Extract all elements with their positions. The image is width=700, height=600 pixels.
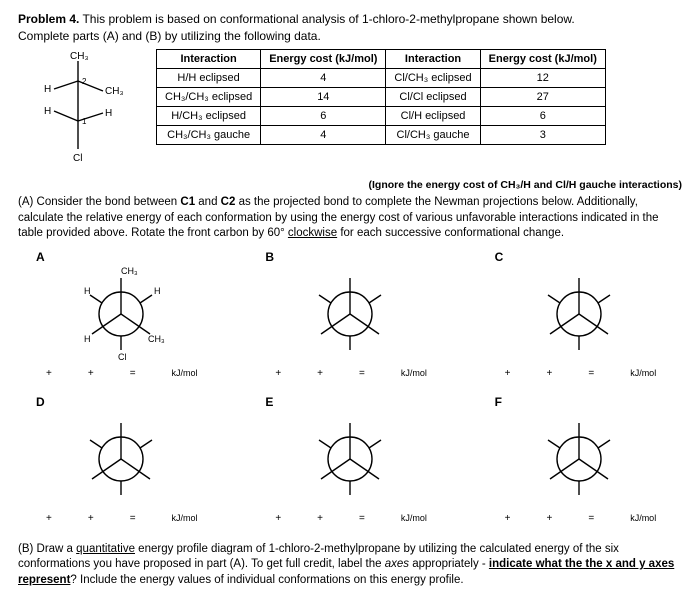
th-energy-2: Energy cost (kJ/mol) (480, 50, 605, 69)
conformation-cell: D + + = kJ/mol (18, 395, 223, 536)
plus-sign: + (547, 513, 553, 524)
table-cell: 12 (480, 69, 605, 88)
mol-ch3-top: CH₃ (70, 51, 89, 62)
svg-text:CH₃: CH₃ (121, 266, 138, 276)
svg-text:CH₃: CH₃ (148, 334, 165, 344)
table-cell: CH₃/CH₃ eclipsed (157, 88, 261, 107)
instructions: Complete parts (A) and (B) by utilizing … (18, 29, 682, 43)
table-cell: Cl/H eclipsed (386, 107, 480, 126)
table-cell: 27 (480, 88, 605, 107)
conformation-cell: B + + = kJ/mol (247, 250, 452, 391)
newman-projection (18, 409, 223, 509)
energy-equation: + + = kJ/mol (247, 368, 452, 379)
svg-text:Cl: Cl (118, 352, 127, 362)
unit-label: kJ/mol (401, 368, 427, 378)
table-cell: Cl/CH₃ gauche (386, 126, 480, 145)
table-row: CH₃/CH₃ gauche4Cl/CH₃ gauche3 (157, 126, 606, 145)
energy-equation: + + = kJ/mol (477, 513, 682, 524)
conformation-label: B (265, 250, 452, 264)
energy-equation: + + = kJ/mol (247, 513, 452, 524)
mol-cl: Cl (73, 153, 82, 164)
plus-sign: + (88, 513, 94, 524)
energy-cost-table: Interaction Energy cost (kJ/mol) Interac… (156, 49, 606, 145)
plus-sign: + (317, 368, 323, 379)
equals-sign: = (130, 368, 136, 379)
table-row: H/H eclipsed4Cl/CH₃ eclipsed12 (157, 69, 606, 88)
plus-sign: + (88, 368, 94, 379)
table-cell: H/H eclipsed (157, 69, 261, 88)
plus-sign: + (505, 513, 511, 524)
svg-text:H: H (84, 334, 91, 344)
table-cell: 3 (480, 126, 605, 145)
equals-sign: = (588, 368, 594, 379)
newman-projection (477, 264, 682, 364)
unit-label: kJ/mol (172, 368, 198, 378)
svg-text:H: H (84, 286, 91, 296)
energy-equation: + + = kJ/mol (477, 368, 682, 379)
plus-sign: + (46, 513, 52, 524)
problem-label: Problem 4. (18, 12, 79, 26)
plus-sign: + (317, 513, 323, 524)
th-energy-1: Energy cost (kJ/mol) (261, 50, 386, 69)
mol-h-mid: H (105, 108, 112, 119)
unit-label: kJ/mol (630, 368, 656, 378)
table-cell: Cl/Cl eclipsed (386, 88, 480, 107)
ignore-note: (Ignore the energy cost of CH₃/H and Cl/… (18, 179, 682, 191)
top-row: CH₃ CH₃ H 2 H H 1 Cl Interaction Energy … (18, 49, 682, 169)
plus-sign: + (547, 368, 553, 379)
problem-header: Problem 4. This problem is based on conf… (18, 12, 682, 26)
equals-sign: = (588, 513, 594, 524)
equals-sign: = (130, 513, 136, 524)
mol-c2: 2 (82, 77, 87, 86)
part-a-text: (A) Consider the bond between C1 and C2 … (18, 195, 682, 242)
conformation-label: E (265, 395, 452, 409)
table-cell: 4 (261, 69, 386, 88)
plus-sign: + (505, 368, 511, 379)
conformation-cell: A CH₃ H CH₃ H H Cl + + = kJ/ (18, 250, 223, 391)
unit-label: kJ/mol (401, 513, 427, 523)
table-header-row: Interaction Energy cost (kJ/mol) Interac… (157, 50, 606, 69)
svg-text:H: H (154, 286, 161, 296)
mol-h-leftlow: H (44, 106, 51, 117)
conformation-grid: A CH₃ H CH₃ H H Cl + + = kJ/ (18, 250, 682, 536)
equals-sign: = (359, 513, 365, 524)
table-cell: 6 (480, 107, 605, 126)
conformation-cell: E + + = kJ/mol (247, 395, 452, 536)
unit-label: kJ/mol (172, 513, 198, 523)
unit-label: kJ/mol (630, 513, 656, 523)
problem-text: This problem is based on conformational … (79, 12, 574, 26)
th-interaction-1: Interaction (157, 50, 261, 69)
newman-projection (247, 264, 452, 364)
mol-ch3-right: CH₃ (105, 86, 124, 97)
energy-equation: + + = kJ/mol (18, 368, 223, 379)
energy-equation: + + = kJ/mol (18, 513, 223, 524)
mol-h-left: H (44, 84, 51, 95)
table-cell: Cl/CH₃ eclipsed (386, 69, 480, 88)
table-row: H/CH₃ eclipsed6Cl/H eclipsed6 (157, 107, 606, 126)
mol-c1: 1 (82, 117, 87, 126)
newman-projection: CH₃ H CH₃ H H Cl (18, 264, 223, 364)
table-cell: H/CH₃ eclipsed (157, 107, 261, 126)
table-cell: 14 (261, 88, 386, 107)
newman-projection (477, 409, 682, 509)
table-cell: CH₃/CH₃ gauche (157, 126, 261, 145)
conformation-label: A (36, 250, 223, 264)
conformation-label: F (495, 395, 682, 409)
table-row: CH₃/CH₃ eclipsed14Cl/Cl eclipsed27 (157, 88, 606, 107)
th-interaction-2: Interaction (386, 50, 480, 69)
plus-sign: + (46, 368, 52, 379)
conformation-label: D (36, 395, 223, 409)
table-cell: 6 (261, 107, 386, 126)
plus-sign: + (275, 513, 281, 524)
conformation-label: C (495, 250, 682, 264)
conformation-cell: F + + = kJ/mol (477, 395, 682, 536)
part-b-text: (B) Draw a quantitative energy profile d… (18, 542, 682, 589)
conformation-cell: C + + = kJ/mol (477, 250, 682, 391)
molecule-structure: CH₃ CH₃ H 2 H H 1 Cl (18, 49, 138, 169)
equals-sign: = (359, 368, 365, 379)
newman-projection (247, 409, 452, 509)
table-cell: 4 (261, 126, 386, 145)
plus-sign: + (275, 368, 281, 379)
